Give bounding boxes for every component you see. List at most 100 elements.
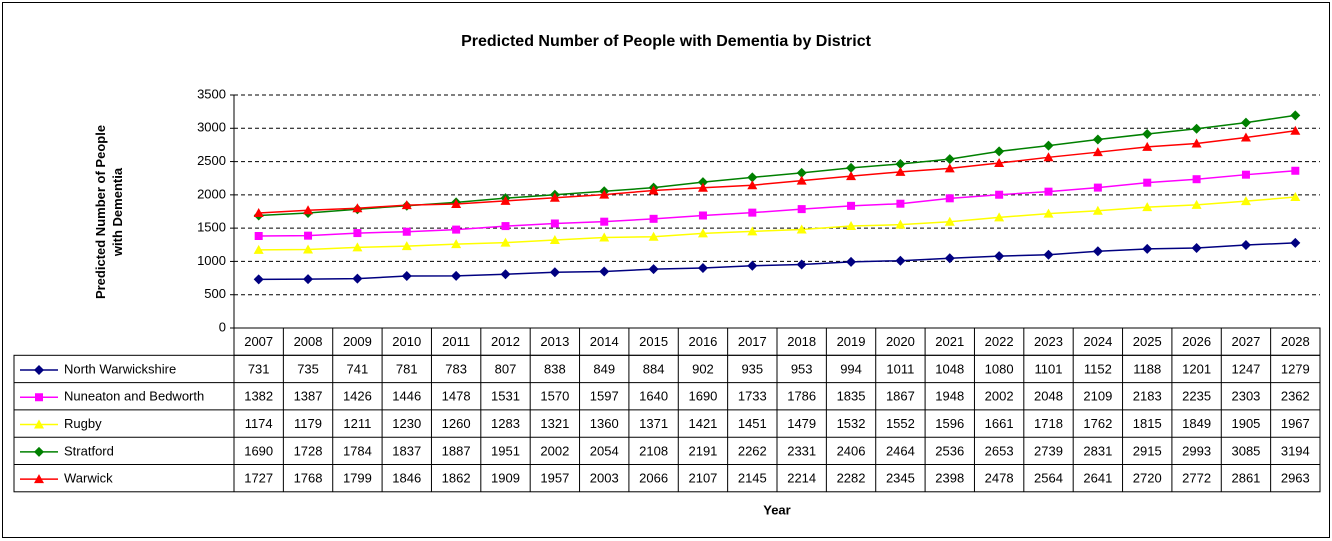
marker bbox=[253, 208, 264, 218]
table-value: 902 bbox=[692, 361, 714, 376]
marker bbox=[451, 270, 462, 281]
series-line bbox=[258, 130, 1296, 214]
x-tick-label: 2021 bbox=[935, 334, 964, 349]
marker bbox=[550, 219, 559, 228]
marker bbox=[796, 224, 807, 234]
marker bbox=[1240, 196, 1251, 206]
marker bbox=[1043, 152, 1054, 162]
y-tick-label: 1000 bbox=[197, 253, 226, 268]
marker bbox=[1092, 205, 1103, 215]
table-value: 2720 bbox=[1133, 471, 1162, 486]
marker bbox=[501, 222, 510, 231]
table-value: 2048 bbox=[1034, 389, 1063, 404]
table-value: 935 bbox=[741, 361, 763, 376]
marker bbox=[1191, 138, 1202, 148]
table-value: 1211 bbox=[343, 416, 371, 431]
table-value: 2145 bbox=[738, 471, 767, 486]
table-value: 1837 bbox=[392, 443, 421, 458]
series-line bbox=[258, 170, 1296, 237]
marker bbox=[895, 219, 906, 229]
table-value: 1762 bbox=[1083, 416, 1112, 431]
table-value: 1201 bbox=[1182, 361, 1211, 376]
table-value: 1640 bbox=[639, 389, 668, 404]
table-value: 1957 bbox=[540, 471, 569, 486]
marker bbox=[846, 171, 857, 181]
table-value: 884 bbox=[643, 361, 665, 376]
table-value: 1451 bbox=[738, 416, 767, 431]
marker bbox=[1143, 178, 1152, 187]
marker bbox=[1142, 128, 1153, 139]
legend-label: North Warwickshire bbox=[64, 361, 176, 376]
x-tick-label: 2016 bbox=[688, 334, 717, 349]
y-axis-title-text: Predicted Number of People with Dementia bbox=[93, 125, 125, 299]
marker bbox=[599, 232, 610, 242]
table-value: 1446 bbox=[392, 389, 421, 404]
marker bbox=[1043, 249, 1054, 260]
table-value: 953 bbox=[791, 361, 813, 376]
table-value: 1371 bbox=[639, 416, 668, 431]
marker bbox=[253, 244, 264, 254]
table-value: 3085 bbox=[1231, 443, 1260, 458]
legend-label: Rugby bbox=[64, 416, 102, 431]
table-value: 1690 bbox=[688, 389, 717, 404]
marker bbox=[402, 227, 411, 236]
table-value: 2831 bbox=[1083, 443, 1112, 458]
marker bbox=[846, 256, 857, 267]
table-value: 1101 bbox=[1035, 361, 1063, 376]
table-value: 1279 bbox=[1281, 361, 1310, 376]
marker bbox=[549, 267, 560, 278]
table-value: 1867 bbox=[886, 389, 915, 404]
x-tick-label: 2012 bbox=[491, 334, 520, 349]
table-value: 2362 bbox=[1281, 389, 1310, 404]
x-tick-label: 2008 bbox=[294, 334, 323, 349]
marker bbox=[944, 163, 955, 173]
y-tick-label: 3000 bbox=[197, 120, 226, 135]
table-value: 1718 bbox=[1034, 416, 1063, 431]
marker bbox=[1240, 117, 1251, 128]
table-value: 2107 bbox=[688, 471, 717, 486]
marker bbox=[797, 205, 806, 214]
marker bbox=[451, 199, 462, 209]
marker bbox=[1241, 170, 1250, 179]
table-value: 1570 bbox=[540, 389, 569, 404]
table-value: 2464 bbox=[886, 443, 915, 458]
table-value: 2235 bbox=[1182, 389, 1211, 404]
table-value: 2331 bbox=[787, 443, 816, 458]
marker bbox=[352, 242, 363, 252]
table-value: 1887 bbox=[442, 443, 471, 458]
x-tick-label: 2013 bbox=[540, 334, 569, 349]
marker bbox=[846, 162, 857, 173]
x-tick-label: 2011 bbox=[442, 334, 470, 349]
marker bbox=[944, 154, 955, 165]
table-value: 1179 bbox=[294, 416, 322, 431]
marker bbox=[353, 229, 362, 238]
marker bbox=[500, 237, 511, 247]
marker bbox=[648, 185, 659, 195]
y-tick-label: 2000 bbox=[197, 186, 226, 201]
table-value: 1283 bbox=[491, 416, 520, 431]
marker bbox=[303, 205, 314, 215]
y-tick-label: 500 bbox=[204, 286, 226, 301]
table-value: 2303 bbox=[1231, 389, 1260, 404]
table-value: 1849 bbox=[1182, 416, 1211, 431]
x-tick-label: 2024 bbox=[1083, 334, 1112, 349]
table-value: 2653 bbox=[985, 443, 1014, 458]
marker bbox=[34, 364, 44, 375]
marker bbox=[1291, 166, 1300, 175]
table-value: 1382 bbox=[244, 389, 273, 404]
marker bbox=[1142, 141, 1153, 151]
x-tick-label: 2007 bbox=[244, 334, 273, 349]
marker bbox=[944, 253, 955, 264]
x-tick-label: 2023 bbox=[1034, 334, 1063, 349]
marker bbox=[697, 228, 708, 238]
table-value: 2861 bbox=[1231, 471, 1260, 486]
table-value: 1728 bbox=[294, 443, 323, 458]
marker bbox=[35, 393, 43, 402]
chart-title: Predicted Number of People with Dementia… bbox=[461, 33, 872, 50]
table-value: 2406 bbox=[837, 443, 866, 458]
table-value: 1360 bbox=[590, 416, 619, 431]
table-value: 1152 bbox=[1084, 361, 1112, 376]
table-value: 2002 bbox=[985, 389, 1014, 404]
marker bbox=[1240, 239, 1251, 250]
